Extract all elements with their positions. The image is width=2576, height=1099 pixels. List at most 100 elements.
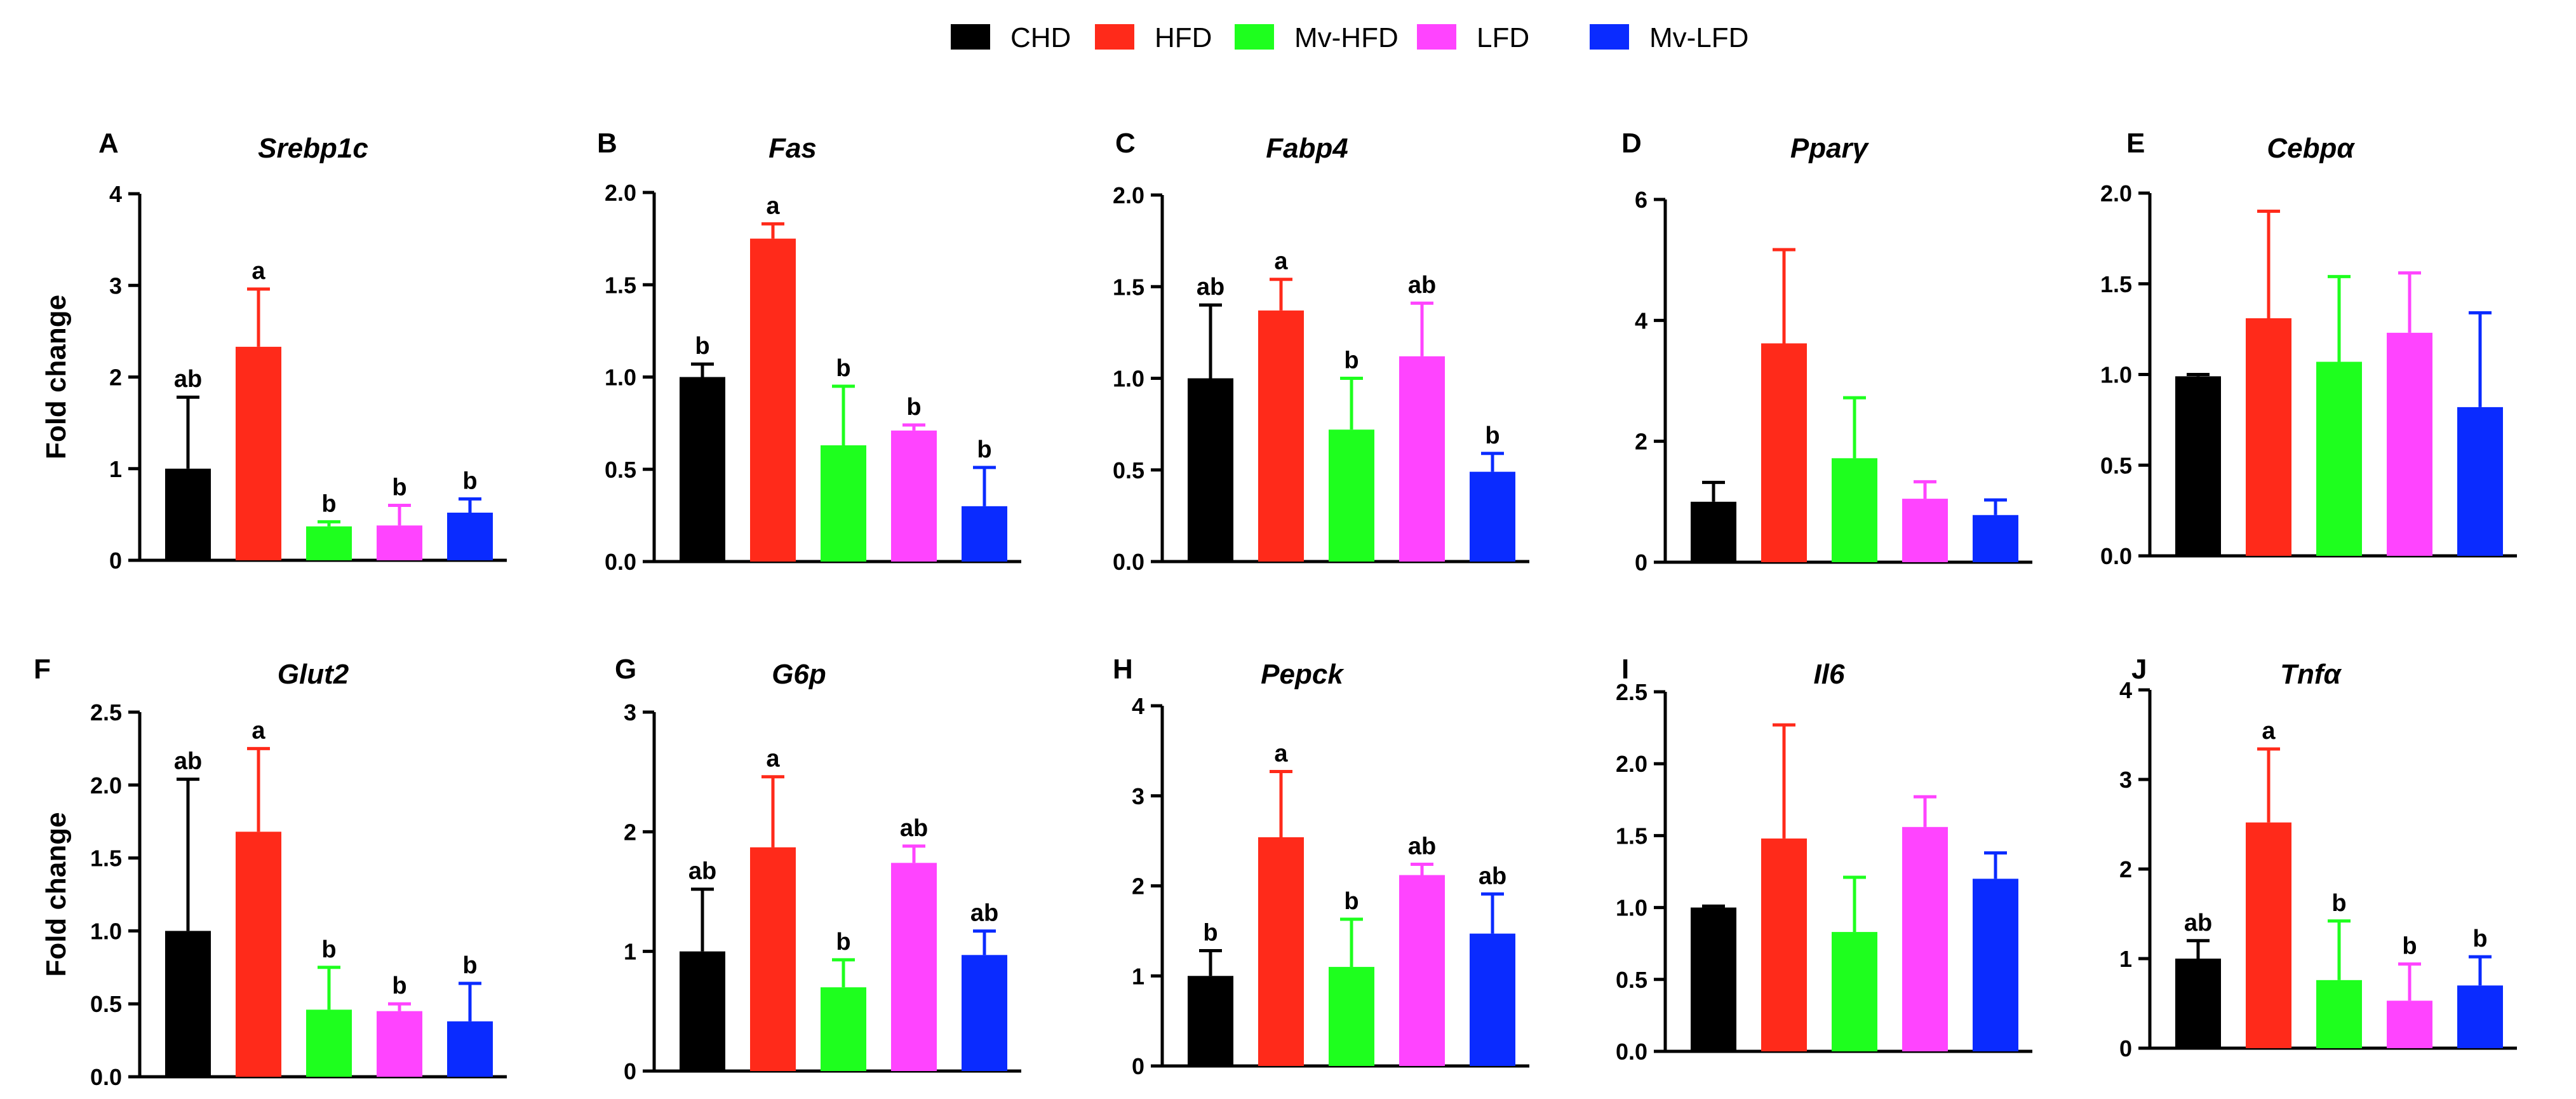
y-tick-label: 2.0 [90,772,122,799]
significance-label-chd: ab [174,748,202,775]
significance-label-chd: ab [174,366,202,393]
y-tick-label: 1 [2119,946,2132,972]
y-tick-label: 2 [1635,429,1647,455]
bar-hfd [750,238,796,562]
y-tick-label: 1 [109,456,122,482]
bar-hfd [1258,310,1304,562]
bar-mv-hfd [306,526,352,560]
bar-hfd [2246,318,2291,556]
panel-letter: I [1621,654,1629,685]
y-tick-label: 3 [2119,767,2132,793]
significance-label-lfd: b [392,973,406,999]
significance-label-hfd: a [2262,718,2276,745]
bar-mv-hfd [306,1009,352,1077]
y-tick-label: 0 [624,1058,636,1084]
bar-lfd [891,863,937,1071]
bar-hfd [1761,343,1807,562]
bar-chd [1188,976,1233,1066]
y-tick-label: 2.0 [605,180,636,206]
y-tick-label: 1.5 [605,272,636,298]
y-tick-label: 0.5 [2100,452,2132,478]
y-tick-label: 0.5 [605,457,636,483]
panel-title: Srebp1c [258,133,368,164]
significance-label-lfd: b [392,474,406,501]
bar-lfd [1902,826,1948,1051]
bar-chd [165,931,211,1077]
legend-swatch-chd [951,24,990,50]
significance-label-mv-hfd: b [836,355,850,382]
significance-label-hfd: a [766,192,780,219]
y-tick-label: 3 [624,699,636,725]
significance-label-chd: ab [1197,274,1224,300]
significance-label-hfd: a [1274,248,1288,275]
y-tick-label: 0.0 [90,1064,122,1090]
bar-mv-hfd [2316,980,2362,1048]
significance-label-mv-lfd: ab [970,900,998,927]
significance-label-lfd: ab [900,815,928,842]
y-axis-label: Fold change [41,812,72,976]
y-tick-label: 2.5 [1616,679,1647,705]
significance-label-hfd: a [1274,740,1288,767]
bar-mv-hfd [1329,429,1374,562]
significance-label-mv-lfd: b [2472,926,2487,952]
y-tick-label: 2 [1132,873,1144,900]
bar-hfd [1258,837,1304,1066]
significance-label-mv-lfd: ab [1479,863,1506,889]
bar-lfd [1902,499,1948,562]
significance-label-mv-hfd: b [321,490,336,517]
bar-chd [2175,959,2221,1048]
bar-mv-hfd [1832,458,1877,562]
bar-lfd [891,430,937,562]
legend-label-lfd: LFD [1477,22,1529,53]
bar-mv-hfd [1832,932,1877,1051]
bar-mv-hfd [821,987,866,1071]
bar-lfd [377,1011,422,1077]
significance-label-hfd: a [252,717,265,744]
y-tick-label: 0.0 [1113,549,1144,575]
significance-label-chd: ab [2184,910,2212,936]
panel-title: Cebpα [2267,133,2355,164]
y-tick-label: 1.5 [1616,823,1647,849]
panel-title: Fas [768,133,817,164]
y-tick-label: 1 [624,939,636,965]
bar-hfd [236,346,281,560]
y-tick-label: 2.0 [1113,182,1144,208]
y-tick-label: 1.0 [2100,362,2132,388]
panel-letter: A [98,128,119,159]
bar-mv-lfd [447,1021,493,1077]
panel-i: I Il6 0.0 0.5 1.0 1.5 2.0 2.5 [1616,654,2032,1065]
y-tick-label: 1.0 [605,365,636,391]
bar-mv-hfd [821,445,866,562]
bar-mv-lfd [962,506,1007,562]
panel-letter: D [1621,128,1642,159]
panel-title: Glut2 [278,659,349,690]
bar-lfd [1399,875,1445,1066]
legend-label-hfd: HFD [1155,22,1212,53]
significance-label-mv-hfd: b [1344,347,1358,374]
panel-title: Tnfα [2280,659,2342,690]
y-tick-label: 0 [1132,1053,1144,1079]
panel-title: G6p [772,659,826,690]
panel-letter: F [34,654,51,685]
y-tick-label: 0.5 [90,991,122,1017]
y-tick-label: 4 [1132,693,1144,719]
y-tick-label: 1.5 [90,846,122,872]
y-tick-label: 2 [109,365,122,391]
y-tick-label: 2.0 [2100,180,2132,206]
y-tick-label: 1.0 [1113,366,1144,392]
significance-label-chd: b [695,333,709,360]
y-tick-label: 1.0 [1616,895,1647,921]
y-tick-label: 3 [109,273,122,299]
y-tick-label: 1.5 [2100,271,2132,297]
legend-swatch-mv-lfd [1590,24,1629,50]
y-tick-label: 3 [1132,783,1144,809]
bar-mv-lfd [2457,985,2503,1048]
y-tick-label: 0.0 [2100,543,2132,569]
y-tick-label: 4 [109,181,122,207]
bar-mv-lfd [447,512,493,560]
significance-label-mv-hfd: b [2331,890,2346,917]
panel-title: Il6 [1814,659,1845,690]
